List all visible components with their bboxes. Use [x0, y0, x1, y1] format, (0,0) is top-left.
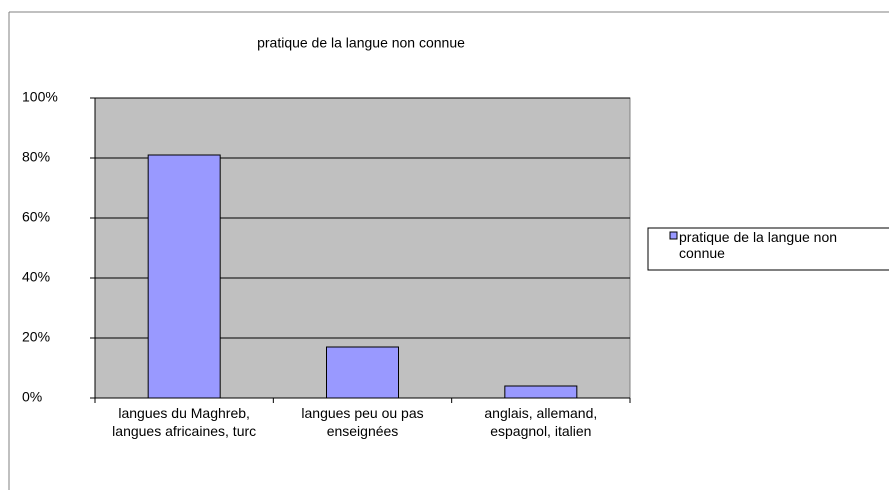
y-tick-label: 40% [22, 269, 50, 285]
y-tick-label: 80% [22, 149, 50, 165]
y-tick-label: 60% [22, 209, 50, 225]
bar [147, 154, 221, 399]
x-tick-label: langues du Maghreb, langues africaines, … [112, 405, 257, 439]
chart-title: pratique de la langue non connue [257, 35, 465, 51]
bar [326, 346, 399, 399]
legend-label: pratique de la langue non connue [679, 229, 838, 261]
legend-box [647, 227, 889, 271]
x-tick-label: langues peu ou pas enseignées [301, 405, 424, 439]
legend-swatch [669, 231, 678, 240]
x-tick-label: anglais, allemand, espagnol, italien [484, 405, 598, 439]
y-tick-label: 20% [22, 329, 50, 345]
bar [504, 385, 578, 399]
y-tick-label: 100% [22, 89, 58, 105]
y-tick-label: 0% [22, 389, 42, 405]
